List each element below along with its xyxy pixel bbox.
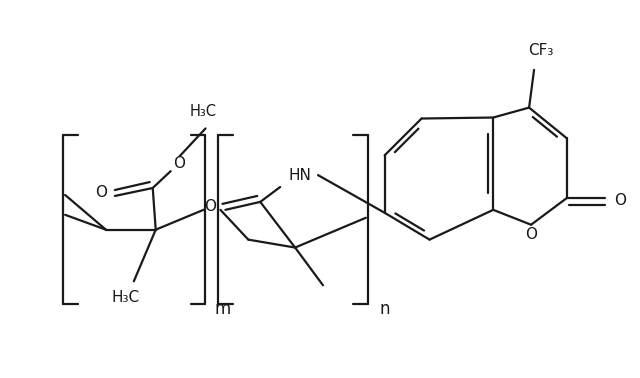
Text: O: O xyxy=(95,186,107,200)
Text: O: O xyxy=(173,156,186,171)
Text: H₃C: H₃C xyxy=(190,104,217,119)
Text: O: O xyxy=(525,227,537,242)
Text: HN: HN xyxy=(289,167,312,183)
Text: m: m xyxy=(214,300,230,318)
Text: n: n xyxy=(380,300,390,318)
Text: O: O xyxy=(614,194,626,208)
Text: CF₃: CF₃ xyxy=(529,43,554,57)
Text: O: O xyxy=(204,199,216,214)
Text: H₃C: H₃C xyxy=(112,290,140,305)
